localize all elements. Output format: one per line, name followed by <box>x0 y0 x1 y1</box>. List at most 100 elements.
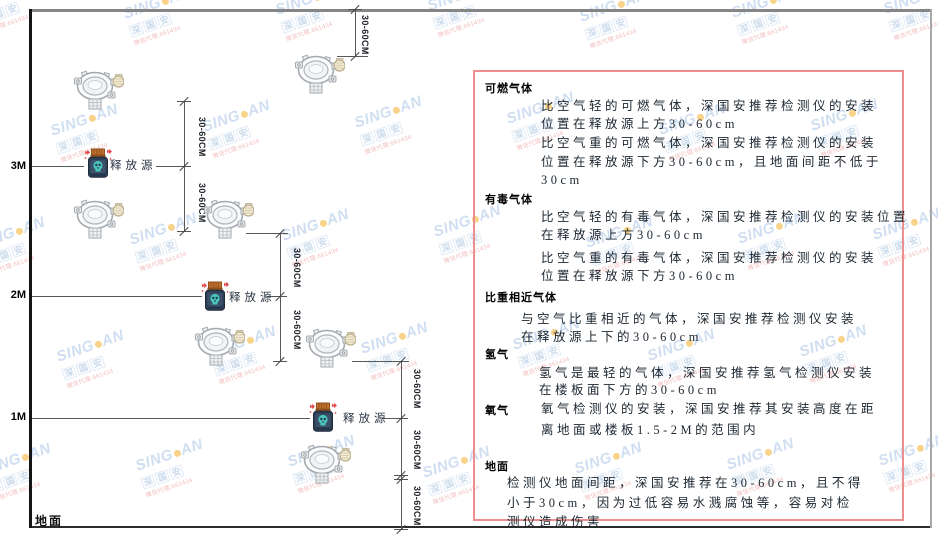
watermark-dot-icon <box>397 331 407 341</box>
watermark-brand-text: SING <box>420 452 463 482</box>
watermark-contact-text: 微信代理:661434 <box>589 28 638 51</box>
watermark-brand-text: AN <box>915 204 938 229</box>
watermark-dot-icon <box>768 0 778 5</box>
watermark-contact-text: 微信代理:661434 <box>139 251 188 274</box>
watermark-brand-text: SING <box>577 0 620 26</box>
text-line: 比空气轻的有毒气体，深国安推荐检测仪的安装位置 <box>541 210 910 224</box>
text-line: 比空气轻的可燃气体，深国安推荐检测仪的安装 <box>541 99 878 113</box>
watermark-brand-text: AN <box>397 92 425 117</box>
height-label-1m: 1M <box>10 411 26 423</box>
watermark-dot-icon <box>391 105 401 115</box>
gas-detector-icon <box>306 328 357 368</box>
watermark-cjk-text: 深国安 <box>358 103 447 149</box>
watermark-dot-icon <box>172 448 182 458</box>
release-source <box>84 148 112 180</box>
watermark-contact-text: 微信代理:661434 <box>133 25 182 48</box>
watermark-brand-text: SING <box>279 215 322 245</box>
watermark-cjk-text: 深国安 <box>0 450 76 496</box>
watermark-contact-text: 微信代理:661434 <box>741 24 790 47</box>
watermark-cjk-text: 深国安 <box>60 337 149 383</box>
text-line: 小于30cm，因为过低容易水溅腐蚀等，容易对检 <box>507 496 853 510</box>
watermark-brand-text: SING <box>48 110 91 140</box>
watermark-brand-text: SING <box>133 445 176 475</box>
dimension-label: 30-60CM <box>412 369 422 409</box>
text-line: 位置在释放源上方30-60cm <box>541 117 738 131</box>
dimension-label: 30-60CM <box>360 15 370 55</box>
info-panel: 可燃气体 比空气轻的可燃气体，深国安推荐检测仪的安装 位置在释放源上方30-60… <box>473 70 906 529</box>
section-heading-hydrogen: 氢气 <box>485 349 509 361</box>
watermark-cjk-text: 深国安 <box>431 0 520 32</box>
connector-1m <box>30 418 310 419</box>
watermark-brand-text: AN <box>403 318 431 343</box>
text-line: 氧气检测仪的安装，深国安推荐其安装高度在距 <box>541 402 878 416</box>
text-line: 检测仪地面间距，深国安推荐在30-60cm，且不得 <box>507 476 864 490</box>
ground-label: 地面 <box>35 514 64 528</box>
text-line: 在楼板面下方的30-60cm <box>539 383 720 397</box>
gas-detector <box>195 326 246 368</box>
gas-detector-icon <box>74 199 125 239</box>
watermark-dot-icon <box>312 0 322 2</box>
text-line: 氢气是最轻的气体，深国安推荐氢气检测仪安装 <box>539 366 876 380</box>
text-line: 比空气重的可燃气体，深国安推荐检测仪的安装 <box>541 136 878 150</box>
watermark-brand-text: AN <box>774 0 801 6</box>
connector-3m <box>30 166 84 167</box>
floor-line <box>30 526 932 528</box>
watermark-dot-icon <box>14 226 24 236</box>
gas-detector <box>301 444 352 486</box>
text-line: 在释放源上方30-60cm <box>541 228 706 242</box>
watermark-contact-text: 微信代理:661434 <box>364 134 413 157</box>
text-line: 测仪造成伤害 <box>507 515 604 529</box>
text-line: 在释放源上下的30-60cm <box>521 330 702 344</box>
watermark-dot-icon <box>459 455 469 465</box>
watermark-brand-text: SING <box>352 102 395 132</box>
connector-3m-dim <box>156 166 185 167</box>
watermark-brand-text: SING <box>0 223 18 253</box>
text-line: 与空气比重相近的气体，深国安推荐检测仪安装 <box>521 312 858 326</box>
gas-detector-icon <box>301 444 352 484</box>
section-heading-oxygen: 氧气 <box>485 405 509 417</box>
connector-detector-dim3 <box>352 361 409 362</box>
watermark-brand-text: AN <box>166 0 193 7</box>
release-source-label: 释放源 <box>343 413 390 425</box>
height-label-2m: 2M <box>10 289 26 301</box>
watermark-dot-icon <box>245 335 255 345</box>
watermark-dot-icon <box>160 0 170 6</box>
dimension-label: 30-60CM <box>292 248 302 288</box>
gas-detector-icon <box>295 54 346 94</box>
release-source <box>309 402 337 434</box>
dimension-label: 30-60CM <box>197 117 207 157</box>
text-line: 离地面或楼板1.5-2M的范围内 <box>541 423 760 437</box>
release-source-icon <box>84 148 112 178</box>
watermark-contact-text: 微信代理:661434 <box>0 481 42 504</box>
watermark-contact-text: 微信代理:661434 <box>66 368 115 391</box>
gas-detector-icon <box>195 326 246 366</box>
watermark-contact-text: 微信代理:661434 <box>145 477 194 500</box>
watermark-dot-icon <box>616 0 626 9</box>
watermark-dot-icon <box>909 217 919 227</box>
watermark-contact-text: 微信代理:661434 <box>212 138 261 161</box>
watermark-brand-text: SING <box>431 211 474 241</box>
watermark-dot-icon <box>318 218 328 228</box>
text-line: 位置在释放源下方30-60cm <box>541 269 738 283</box>
connector-2m <box>30 296 202 297</box>
watermark-cjk-text: 深国安 <box>139 446 228 492</box>
watermark-brand-text: SING <box>54 336 97 366</box>
watermark-contact-text: 微信代理:661434 <box>285 21 334 44</box>
gas-detector-icon <box>74 70 125 110</box>
watermark-contact-text: 微信代理:661434 <box>0 255 36 278</box>
gas-detector-icon <box>204 199 255 239</box>
text-line: 比空气重的有毒气体，深国安推荐检测仪的安装 <box>541 251 878 265</box>
connector-1m-dim <box>382 418 402 419</box>
watermark-dot-icon <box>87 113 97 123</box>
watermark-brand-text: AN <box>318 0 345 3</box>
watermark-brand-text: AN <box>178 435 206 460</box>
dimension-line-2 <box>280 233 281 362</box>
watermark-dot-icon <box>920 0 930 1</box>
watermark-brand-text: AN <box>245 96 273 121</box>
